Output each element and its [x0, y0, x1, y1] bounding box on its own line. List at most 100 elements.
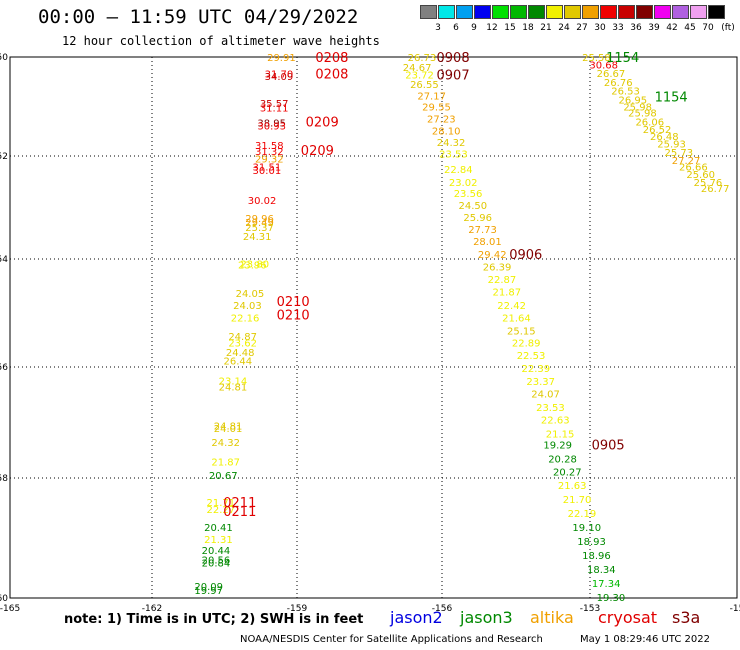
- wave-height-value: 29.49: [245, 218, 274, 229]
- wave-height-value: 20.09: [194, 582, 223, 593]
- wave-height-value: 24.87: [228, 332, 257, 343]
- wave-height-value: 22.63: [541, 416, 570, 427]
- scale-swatch: [420, 5, 437, 19]
- scale-swatch: [546, 5, 563, 19]
- wave-height-value: 21.64: [502, 313, 531, 324]
- lat-tick-label: -50: [0, 53, 8, 63]
- scale-swatch: [528, 5, 545, 19]
- wave-height-value: 25.58: [582, 53, 611, 64]
- wave-height-value: 26.95: [618, 96, 647, 107]
- wave-height-value: 29.55: [422, 103, 451, 114]
- page-subtitle: 12 hour collection of altimeter wave hei…: [62, 34, 380, 48]
- footer-note: note: 1) Time is in UTC; 2) SWH is in fe…: [64, 612, 364, 627]
- scale-swatch: [654, 5, 671, 19]
- scale-label: 36: [630, 23, 642, 33]
- wave-height-value: 25.60: [686, 170, 715, 181]
- satellite-legend-item: jason2: [390, 608, 443, 627]
- wave-height-value: 24.67: [403, 63, 432, 74]
- scale-swatch: [474, 5, 491, 19]
- wave-height-value: 26.53: [611, 87, 640, 98]
- pass-time-label: 0906: [509, 248, 542, 263]
- pass-time-label: 0208: [315, 51, 348, 66]
- wave-height-value: 20.67: [209, 471, 238, 482]
- wave-height-value: 21.15: [546, 430, 575, 441]
- scale-swatch: [618, 5, 635, 19]
- wave-height-value: 23.72: [405, 70, 434, 81]
- lat-tick-label: -56: [0, 363, 8, 373]
- wave-height-value: 26.77: [701, 184, 730, 195]
- scale-label: 70: [702, 23, 714, 33]
- scale-swatch: [636, 5, 653, 19]
- wave-height-value: 27.23: [427, 114, 456, 125]
- wave-height-value: 26.39: [483, 263, 512, 274]
- wave-height-value: 20.28: [548, 455, 577, 466]
- wave-height-value: 24.07: [531, 390, 560, 401]
- wave-height-value: 22.16: [231, 313, 260, 324]
- lat-tick-label: -52: [0, 152, 8, 162]
- scale-label: 39: [648, 23, 660, 33]
- page-title: 00:00 – 11:59 UTC 04/29/2022: [38, 6, 359, 28]
- wave-height-value: 29.42: [478, 250, 507, 261]
- wave-height-value: 24.32: [437, 138, 466, 149]
- scale-label: 42: [666, 23, 678, 33]
- wave-height-value: 23.56: [454, 189, 483, 200]
- wave-height-value: 22.27: [207, 505, 236, 516]
- wave-height-value: 20.44: [202, 546, 231, 557]
- wave-height-value: 23.62: [228, 339, 257, 350]
- lon-tick-label: -156: [432, 604, 453, 614]
- wave-height-value: 31.11: [260, 103, 289, 114]
- lat-tick-label: -58: [0, 474, 8, 484]
- scale-swatch: [672, 5, 689, 19]
- pass-time-label: 1154: [606, 51, 639, 66]
- scale-swatch: [456, 5, 473, 19]
- wave-height-value: 26.52: [643, 125, 672, 136]
- lat-tick-label: -54: [0, 255, 8, 265]
- wave-height-value: 19.29: [543, 441, 572, 452]
- wave-height-value: 31.51: [253, 162, 282, 173]
- wave-height-value: 25.98: [628, 108, 657, 119]
- wave-height-value: 24.81: [214, 421, 243, 432]
- wave-height-value: 29.96: [245, 214, 274, 225]
- scale-swatch: [708, 5, 725, 19]
- satellite-legend-item: jason3: [460, 608, 513, 627]
- wave-height-value: 23.53: [439, 150, 468, 161]
- wave-height-value: 26.76: [604, 78, 633, 89]
- wave-height-value: 26.06: [635, 117, 664, 128]
- wave-height-value: 23.80: [240, 259, 269, 270]
- wave-height-value: 24.31: [243, 232, 272, 243]
- wave-height-value: 26.66: [679, 162, 708, 173]
- scale-label: 18: [522, 23, 534, 33]
- pass-time-label: 0211: [223, 505, 256, 520]
- lon-tick-label: -153: [580, 604, 600, 614]
- wave-height-value: 20.56: [202, 556, 231, 567]
- wave-height-value: 27.73: [468, 225, 497, 236]
- pass-time-label: 0210: [277, 295, 310, 310]
- pass-time-label: 0209: [306, 115, 339, 130]
- wave-height-value: 28.10: [432, 126, 461, 137]
- scale-swatch: [510, 5, 527, 19]
- scale-swatch: [690, 5, 707, 19]
- wave-height-value: 34.09: [265, 72, 294, 83]
- wave-height-value: 24.01: [214, 424, 243, 435]
- wave-height-value: 21.70: [563, 495, 592, 506]
- wave-height-value: 25.96: [463, 213, 492, 224]
- lon-tick-label: -159: [287, 604, 308, 614]
- wave-height-value: 18.93: [577, 537, 606, 548]
- wave-height-value: 31.58: [255, 141, 284, 152]
- wave-height-value: 27.17: [417, 92, 446, 103]
- wave-height-value: 23.96: [238, 260, 267, 271]
- scale-swatch: [492, 5, 509, 19]
- wave-height-value: 22.53: [517, 351, 546, 362]
- satellite-legend-item: altika: [530, 608, 574, 627]
- scale-label: 45: [684, 23, 696, 33]
- pass-time-label: 0208: [315, 67, 348, 82]
- scale-label: 24: [558, 23, 570, 33]
- scale-label: 12: [486, 23, 498, 33]
- wave-height-value: 21.63: [558, 481, 587, 492]
- lon-tick-label: -165: [0, 604, 20, 614]
- wave-height-value: 25.15: [507, 326, 536, 337]
- wave-height-value: 25.93: [657, 140, 686, 151]
- scale-swatch: [438, 5, 455, 19]
- pass-time-label: 0907: [437, 68, 470, 83]
